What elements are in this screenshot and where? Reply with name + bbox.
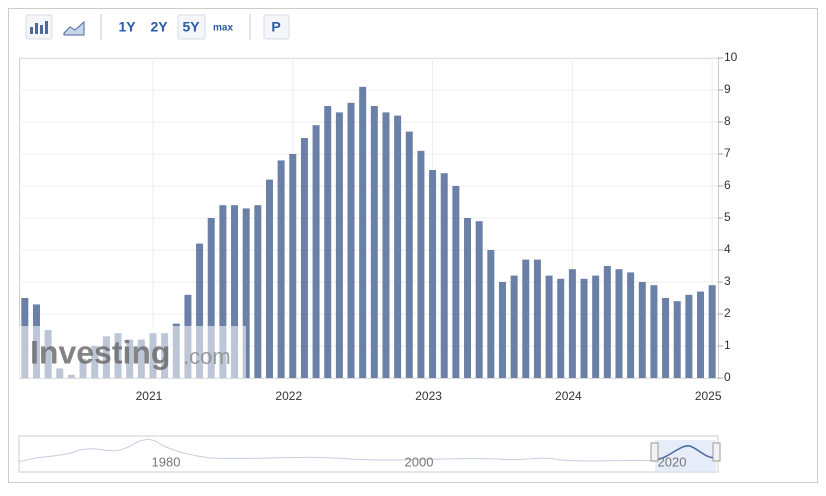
y-tick-label: 10: [724, 50, 738, 64]
frame: [8, 8, 818, 483]
bar: [580, 278, 588, 378]
x-tick-label: 2021: [136, 389, 163, 403]
navigator-line: [18, 439, 661, 463]
x-tick-label: 2024: [555, 389, 582, 403]
bar-chart-button[interactable]: [25, 14, 53, 40]
x-tick-label: 2023: [415, 389, 442, 403]
navigator-label: 2000: [405, 454, 434, 469]
bar: [417, 150, 425, 378]
bar: [429, 170, 437, 378]
bar: [685, 294, 693, 378]
bar: [347, 102, 355, 379]
bar: [557, 278, 565, 378]
bar: [615, 269, 623, 378]
bar: [475, 221, 483, 378]
bar: [219, 205, 227, 378]
bar: [370, 106, 378, 378]
bar: [196, 243, 204, 378]
navigator-label: 1980: [152, 454, 181, 469]
bar: [603, 266, 611, 378]
watermark: .com: [183, 344, 231, 369]
navigator-selection-line: [654, 445, 717, 461]
bar: [405, 131, 413, 378]
y-tick-label: 2: [724, 306, 731, 320]
bar: [487, 250, 495, 378]
bar: [568, 269, 576, 378]
navigator-frame: [18, 435, 719, 473]
bar: [452, 186, 460, 378]
bar: [464, 218, 472, 378]
bar: [522, 259, 530, 378]
y-tick-label: 6: [724, 178, 731, 192]
bar: [242, 208, 250, 378]
y-tick-label: 3: [724, 274, 731, 288]
bar: [254, 205, 262, 378]
navigator-handle[interactable]: [712, 442, 721, 462]
bar: [277, 160, 285, 378]
bar: [510, 275, 518, 378]
bars: [21, 86, 716, 379]
navigator-label: 2020: [658, 454, 687, 469]
bar: [533, 259, 541, 378]
bar: [708, 285, 716, 378]
y-tick-label: 5: [724, 210, 731, 224]
bar: [592, 275, 600, 378]
bar: [440, 173, 448, 378]
x-tick-label: 2022: [275, 389, 302, 403]
bar: [498, 282, 506, 378]
selected-range: [177, 14, 206, 40]
bar: [627, 272, 635, 378]
y-tick-label: 7: [724, 146, 731, 160]
y-tick-label: 0: [724, 370, 731, 384]
x-tick-label: 2025: [695, 389, 722, 403]
range-button[interactable]: max: [213, 23, 233, 34]
bar: [289, 154, 297, 378]
bar: [673, 301, 681, 378]
bar: [382, 112, 390, 379]
watermark: Investing: [30, 334, 170, 370]
toolbar: [25, 14, 290, 40]
range-button[interactable]: 1Y: [118, 19, 136, 35]
bar: [324, 106, 332, 378]
icon: [30, 27, 33, 34]
range-button[interactable]: 2Y: [150, 19, 168, 35]
bar: [265, 179, 273, 378]
bar: [312, 125, 320, 378]
icon: [40, 25, 43, 34]
bar: [650, 285, 658, 378]
y-tick-label: 1: [724, 338, 731, 352]
bar: [394, 115, 402, 378]
bar: [300, 138, 308, 378]
bar: [545, 275, 553, 378]
icon: [45, 21, 48, 34]
y-tick-label: 4: [724, 242, 731, 256]
icon: [35, 23, 38, 34]
bar: [697, 291, 705, 378]
bar: [207, 218, 215, 378]
area-chart-button[interactable]: [63, 20, 85, 36]
bar: [231, 205, 239, 378]
bar: [359, 86, 367, 379]
range-button[interactable]: P: [271, 19, 280, 35]
y-tick-label: 9: [724, 82, 731, 96]
navigator-handle[interactable]: [650, 442, 659, 462]
bar: [335, 112, 343, 379]
bar: [638, 282, 646, 378]
watermark-bg: [19, 326, 246, 378]
range-button[interactable]: 5Y: [182, 19, 200, 35]
y-tick-label: 8: [724, 114, 731, 128]
navigator: [18, 435, 721, 473]
bar: [662, 298, 670, 378]
button-frame: [263, 14, 290, 40]
